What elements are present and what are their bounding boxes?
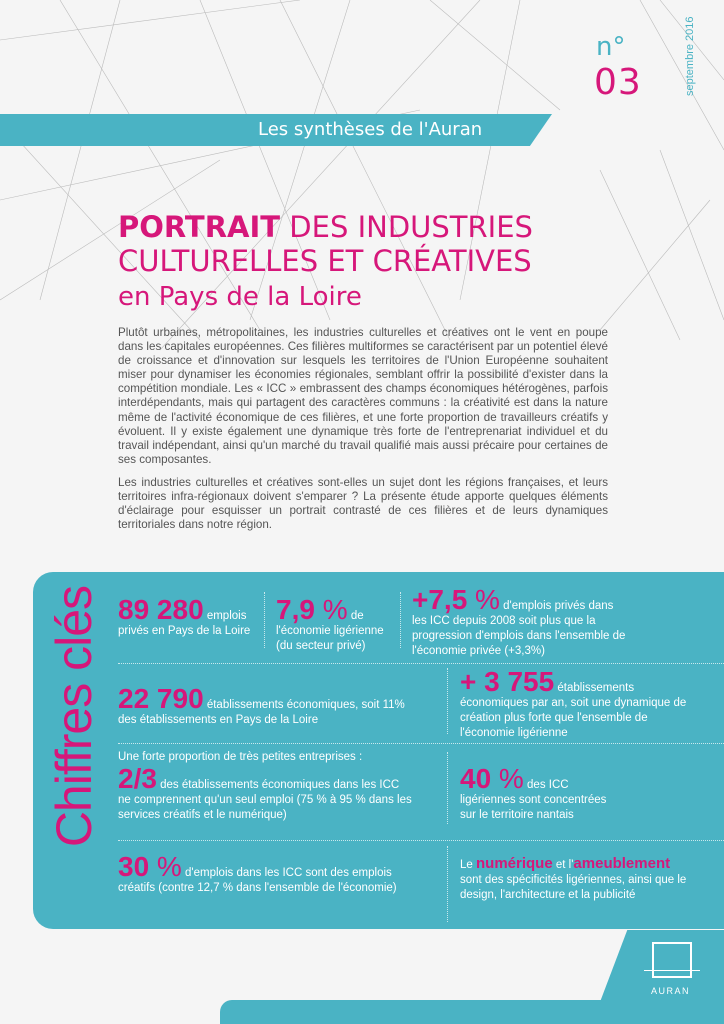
figure-text: % [467, 584, 500, 615]
figure-text: les ICC depuis 2008 soit plus que la pro… [412, 615, 626, 657]
dotted-divider [264, 592, 265, 648]
figure-share: 7,9 % de l'économie ligérienne (du secteur… [276, 596, 396, 654]
figure-text: 7,9 [276, 594, 315, 625]
figure-text: sont des spécificités ligériennes, ainsi… [460, 874, 687, 901]
figure-text: des établissements en Pays de la Loire [118, 714, 319, 726]
title-line3: en Pays de la Loire [118, 282, 362, 312]
dotted-divider [118, 663, 724, 664]
figure-nantes: 40 % des ICC ligériennes sont concentrées… [460, 765, 610, 823]
figure-text: % [491, 763, 524, 794]
publication-date: septembre 2016 [684, 16, 696, 97]
series-banner: Les synthèses de l'Auran [0, 114, 552, 146]
figure-text: des ICC [523, 779, 569, 791]
bottom-band [220, 1000, 724, 1024]
dotted-divider [118, 743, 724, 744]
figure-text: établissements [554, 682, 635, 694]
intro-paragraph: Les industries culturelles et créatives … [118, 475, 608, 532]
dotted-divider [400, 592, 401, 648]
key-figures-heading: Chiffres clés [46, 586, 102, 848]
figure-text: des établissements économiques dans les … [156, 779, 400, 791]
figure-text: de [347, 610, 364, 622]
figure-creation: + 3 755 établissements économiques par an… [460, 668, 690, 741]
figure-text: numérique [476, 855, 553, 872]
figure-growth: +7,5 % d'emplois privés dans les ICC depu… [412, 586, 632, 659]
intro-text: Plutôt urbaines, métropolitaines, les in… [118, 326, 608, 541]
title-bold: PORTRAIT [118, 210, 281, 244]
figure-text: 30 [118, 851, 150, 882]
figure-text: ne comprennent qu'un seul emploi (75 % à… [118, 794, 412, 821]
figure-text: ameublement [573, 855, 671, 872]
dotted-divider [447, 752, 448, 824]
auran-logo-line [644, 970, 700, 971]
issue-prefix: n° [596, 32, 626, 62]
figure-text: 89 280 [118, 594, 204, 625]
issue-number: 03 [594, 62, 642, 103]
figure-text: d'emplois privés dans [499, 600, 614, 612]
figure-text: économiques par an, soit une dynamique d… [460, 697, 687, 739]
figure-creative-jobs: 30 % d'emplois dans les ICC sont des emp… [118, 853, 418, 896]
figure-text: % [314, 594, 348, 625]
figure-small-firms: Une forte proportion de très petites ent… [118, 750, 433, 823]
figure-specialties: Le numérique et l'ameublement sont des sp… [460, 856, 700, 903]
figure-text: + 3 755 [460, 666, 555, 697]
dotted-divider [447, 668, 448, 734]
dotted-divider [118, 840, 724, 841]
figure-text: 22 790 [118, 683, 204, 714]
figure-jobs: 89 280 emplois privés en Pays de la Loire [118, 596, 258, 639]
figure-text: établissements économiques, soit 11% [203, 699, 405, 711]
figure-text: emplois [203, 610, 247, 622]
auran-logo-text: AURAN [651, 986, 691, 996]
dotted-divider [447, 846, 448, 922]
figure-text: ligériennes sont concentrées sur le terr… [460, 794, 607, 821]
figure-text: Le [460, 859, 476, 871]
figure-text: et l' [552, 859, 574, 871]
key-figures-panel [33, 572, 724, 929]
figure-text: 40 [460, 763, 492, 794]
figure-text: +7,5 [412, 584, 468, 615]
figure-text: privés en Pays de la Loire [118, 625, 251, 637]
title-line2: CULTURELLES ET CRÉATIVES [118, 244, 532, 278]
figure-text: d'emplois dans les ICC sont des emplois [181, 867, 392, 879]
figure-establishments: 22 790 établissements économiques, soit … [118, 685, 428, 728]
auran-logo-icon [652, 942, 692, 978]
intro-paragraph: Plutôt urbaines, métropolitaines, les in… [118, 326, 608, 466]
title-rest: DES INDUSTRIES [280, 210, 533, 244]
figure-text: % [149, 851, 182, 882]
figure-text: l'économie ligérienne [276, 625, 384, 637]
figure-text: créatifs (contre 12,7 % dans l'ensemble … [118, 882, 397, 894]
figure-text: (du secteur privé) [276, 640, 366, 652]
page-title: PORTRAIT DES INDUSTRIES CULTURELLES ET C… [118, 210, 533, 314]
series-title: Les synthèses de l'Auran [258, 119, 483, 140]
figure-text: Une forte proportion de très petites ent… [118, 751, 363, 763]
figure-text: 2/3 [118, 763, 157, 794]
